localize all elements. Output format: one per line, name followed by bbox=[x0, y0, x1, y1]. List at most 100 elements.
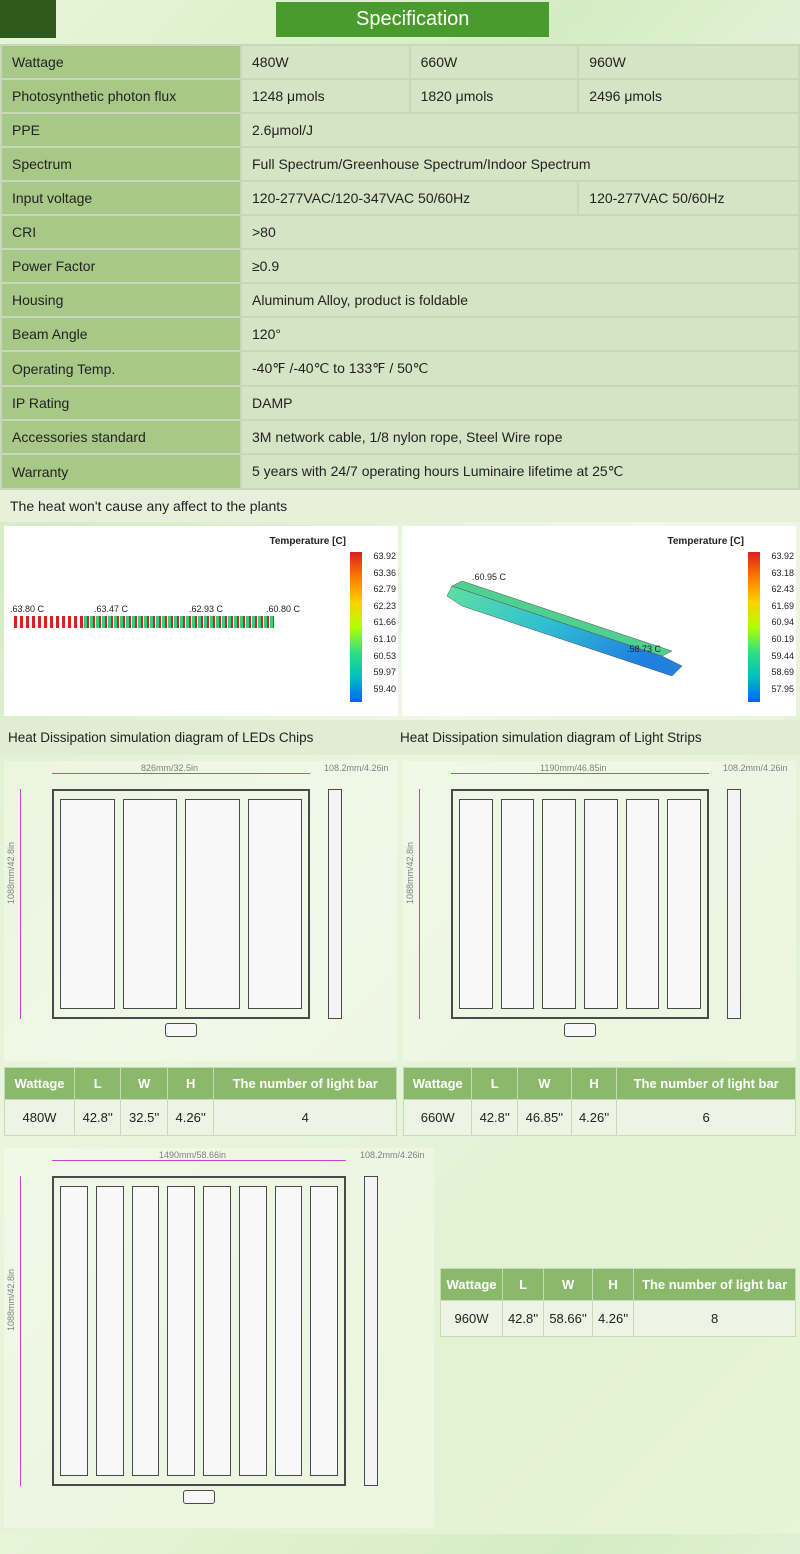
temp-point: .58.73 C bbox=[627, 644, 661, 654]
dim-label: 108.2mm/4.26in bbox=[324, 763, 389, 773]
spec-label: Beam Angle bbox=[1, 317, 241, 351]
temp-point: .60.95 C bbox=[472, 572, 506, 582]
page-title: Specification bbox=[276, 2, 549, 37]
dim-value: 4.26'' bbox=[592, 1301, 633, 1337]
dim-value: 46.85'' bbox=[517, 1100, 571, 1136]
dim-header: L bbox=[502, 1269, 543, 1301]
spec-label: PPE bbox=[1, 113, 241, 147]
dim-value: 4.26'' bbox=[167, 1100, 213, 1136]
led-dots-cool bbox=[84, 616, 274, 628]
spec-value: >80 bbox=[241, 215, 799, 249]
temp-point: .63.80 C bbox=[10, 604, 44, 614]
dim-header: Wattage bbox=[441, 1269, 503, 1301]
title-bar: Specification bbox=[0, 0, 800, 38]
dims-960w: WattageLWHThe number of light bar 960W42… bbox=[440, 1148, 796, 1528]
spec-value: 120-277VAC/120-347VAC 50/60Hz bbox=[241, 181, 578, 215]
dim-label: 826mm/32.5in bbox=[141, 763, 198, 773]
dim-header: L bbox=[472, 1068, 518, 1100]
thermal-row: Temperature [C] 63.9263.3662.7962.2361.6… bbox=[0, 522, 800, 720]
dim-value: 58.66'' bbox=[544, 1301, 593, 1337]
dim-label: 1190mm/46.85in bbox=[540, 763, 606, 773]
dim-label: 1088mm/42.8in bbox=[405, 842, 415, 904]
dims-480w: 826mm/32.5in1088mm/42.8in108.2mm/4.26in … bbox=[4, 761, 397, 1136]
spec-table: Wattage480W660W960W Photosynthetic photon… bbox=[0, 44, 800, 490]
dim-value: 4.26'' bbox=[571, 1100, 617, 1136]
dim-value: 6 bbox=[617, 1100, 796, 1136]
thermal-captions: Heat Dissipation simulation diagram of L… bbox=[0, 720, 800, 755]
dim-header: W bbox=[121, 1068, 167, 1100]
thermal-leds: Temperature [C] 63.9263.3662.7962.2361.6… bbox=[4, 526, 398, 716]
dim-header: W bbox=[517, 1068, 571, 1100]
temp-label: Temperature [C] bbox=[668, 536, 745, 547]
dim-label: 1490mm/58.66in bbox=[159, 1150, 226, 1160]
dim-table-960w: WattageLWHThe number of light bar 960W42… bbox=[440, 1268, 796, 1337]
spec-value: 1820 μmols bbox=[410, 79, 579, 113]
spec-value: ≥0.9 bbox=[241, 249, 799, 283]
spec-label: Operating Temp. bbox=[1, 351, 241, 386]
spec-label: CRI bbox=[1, 215, 241, 249]
temp-point: .63.47 C bbox=[94, 604, 128, 614]
dim-header: The number of light bar bbox=[634, 1269, 796, 1301]
dim-header: H bbox=[592, 1269, 633, 1301]
dims-row-2: 1490mm/58.66in 1088mm/42.8in 108.2mm/4.26i… bbox=[0, 1142, 800, 1534]
caption-left: Heat Dissipation simulation diagram of L… bbox=[8, 730, 400, 745]
dim-value: 480W bbox=[5, 1100, 75, 1136]
spec-label: Photosynthetic photon flux bbox=[1, 79, 241, 113]
spec-label: Spectrum bbox=[1, 147, 241, 181]
spec-value: Aluminum Alloy, product is foldable bbox=[241, 283, 799, 317]
dim-header: Wattage bbox=[404, 1068, 472, 1100]
dim-label: 1088mm/42.8in bbox=[6, 842, 16, 904]
dim-header: Wattage bbox=[5, 1068, 75, 1100]
dim-value: 660W bbox=[404, 1100, 472, 1136]
dim-header: The number of light bar bbox=[214, 1068, 397, 1100]
spec-value: 120-277VAC 50/60Hz bbox=[578, 181, 799, 215]
colorbar-icon bbox=[350, 552, 362, 702]
spec-label: Warranty bbox=[1, 454, 241, 489]
spec-value: 2496 μmols bbox=[578, 79, 799, 113]
dims-960w-drawing: 1490mm/58.66in 1088mm/42.8in 108.2mm/4.26i… bbox=[4, 1148, 434, 1528]
dim-header: L bbox=[74, 1068, 120, 1100]
dim-header: H bbox=[167, 1068, 213, 1100]
dim-value: 32.5'' bbox=[121, 1100, 167, 1136]
dim-label: 108.2mm/4.26in bbox=[360, 1150, 425, 1160]
spec-value: 660W bbox=[410, 45, 579, 79]
spec-value: 2.6μmol/J bbox=[241, 113, 799, 147]
title-accent bbox=[0, 0, 56, 38]
dims-row-1: 826mm/32.5in1088mm/42.8in108.2mm/4.26in … bbox=[0, 755, 800, 1142]
dim-label: 1088mm/42.8in bbox=[6, 1269, 16, 1331]
dim-header: The number of light bar bbox=[617, 1068, 796, 1100]
caption-right: Heat Dissipation simulation diagram of L… bbox=[400, 730, 792, 745]
spec-value: Full Spectrum/Greenhouse Spectrum/Indoor… bbox=[241, 147, 799, 181]
colorbar-ticks: 63.9263.3662.7962.2361.6661.1060.5359.97… bbox=[373, 548, 396, 697]
spec-value: 5 years with 24/7 operating hours Lumina… bbox=[241, 454, 799, 489]
spec-value: 480W bbox=[241, 45, 410, 79]
spec-label: Wattage bbox=[1, 45, 241, 79]
strip-3d bbox=[432, 566, 692, 686]
dim-value: 42.8'' bbox=[472, 1100, 518, 1136]
temp-point: .62.93 C bbox=[189, 604, 223, 614]
spec-value: 1248 μmols bbox=[241, 79, 410, 113]
spec-label: Housing bbox=[1, 283, 241, 317]
spec-value: 960W bbox=[578, 45, 799, 79]
spec-value: 3M network cable, 1/8 nylon rope, Steel … bbox=[241, 420, 799, 454]
dim-table-660w: WattageLWHThe number of light bar 660W42… bbox=[403, 1067, 796, 1136]
dim-value: 960W bbox=[441, 1301, 503, 1337]
heat-note: The heat won't cause any affect to the p… bbox=[0, 490, 800, 522]
dim-label: 108.2mm/4.26in bbox=[723, 763, 788, 773]
dim-value: 42.8'' bbox=[502, 1301, 543, 1337]
spec-value: -40℉ /-40℃ to 133℉ / 50℃ bbox=[241, 351, 799, 386]
spec-label: Input voltage bbox=[1, 181, 241, 215]
dim-header: H bbox=[571, 1068, 617, 1100]
spec-label: IP Rating bbox=[1, 386, 241, 420]
temp-label: Temperature [C] bbox=[270, 536, 347, 547]
dim-value: 42.8'' bbox=[74, 1100, 120, 1136]
colorbar-icon bbox=[748, 552, 760, 702]
dim-header: W bbox=[544, 1269, 593, 1301]
spec-value: DAMP bbox=[241, 386, 799, 420]
thermal-strips: Temperature [C] 63.9263.1862.4361.6960.9… bbox=[402, 526, 796, 716]
colorbar-ticks: 63.9263.1862.4361.6960.9460.1959.4458.69… bbox=[771, 548, 794, 697]
dims-660w: 1190mm/46.85in 1088mm/42.8in 108.2mm/4.26i… bbox=[403, 761, 796, 1136]
spec-label: Accessories standard bbox=[1, 420, 241, 454]
dim-table-480w: WattageLWHThe number of light bar 480W42… bbox=[4, 1067, 397, 1136]
spec-value: 120° bbox=[241, 317, 799, 351]
